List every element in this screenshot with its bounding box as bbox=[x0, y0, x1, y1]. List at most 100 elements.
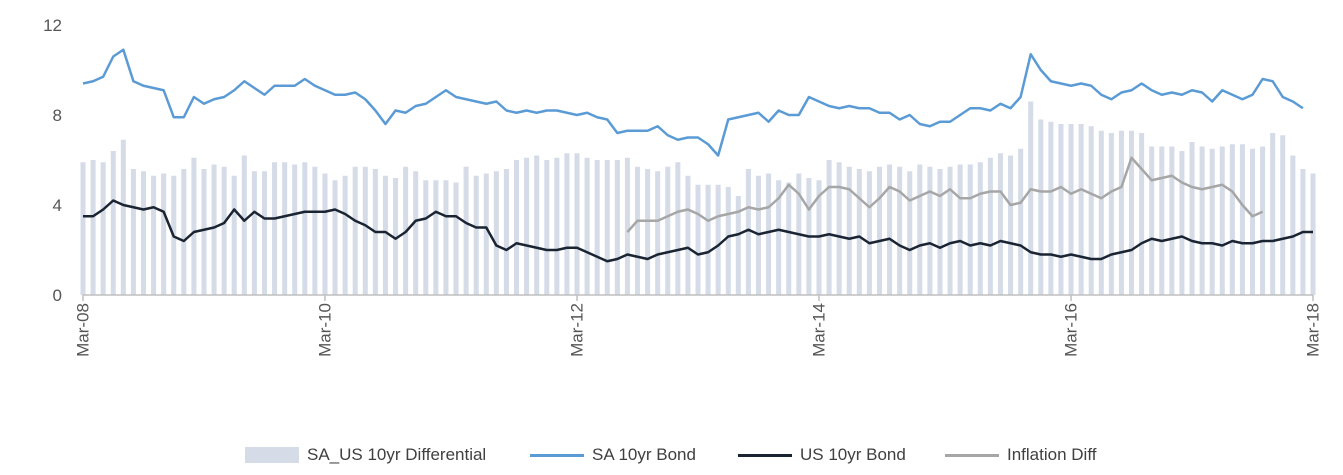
legend-label-inflation: Inflation Diff bbox=[1007, 445, 1097, 464]
y-tick-labels: 0 4 8 12 bbox=[43, 16, 62, 305]
bar-differential-100 bbox=[1088, 126, 1094, 295]
y-tick-label-0: 0 bbox=[53, 286, 62, 305]
bar-differential-101 bbox=[1098, 130, 1104, 295]
bar-differential-95 bbox=[1038, 119, 1044, 295]
bar-differential-114 bbox=[1229, 144, 1235, 295]
bar-differential-97 bbox=[1058, 124, 1064, 295]
legend-label-us-bond: US 10yr Bond bbox=[800, 445, 906, 464]
bar-differential-15 bbox=[231, 175, 237, 295]
bar-differential-42 bbox=[503, 169, 509, 295]
bar-differential-91 bbox=[997, 153, 1003, 295]
bar-differential-23 bbox=[312, 166, 318, 295]
bar-differential-81 bbox=[897, 166, 903, 295]
x-tick-label-4: Mar-16 bbox=[1062, 303, 1081, 357]
axis-layer bbox=[82, 294, 1314, 301]
bar-differential-47 bbox=[554, 157, 560, 295]
bar-differential-87 bbox=[957, 164, 963, 295]
bar-differential-19 bbox=[272, 162, 278, 295]
bar-differential-110 bbox=[1189, 142, 1195, 295]
bar-differential-65 bbox=[735, 196, 741, 295]
bar-differential-46 bbox=[544, 160, 550, 295]
legend-swatch-inflation bbox=[945, 453, 999, 457]
bar-differential-82 bbox=[907, 171, 913, 295]
bar-differential-54 bbox=[624, 157, 630, 295]
bar-differential-12 bbox=[201, 169, 207, 295]
bar-differential-103 bbox=[1118, 130, 1124, 295]
legend: SA_US 10yr Differential SA 10yr Bond US … bbox=[0, 440, 1343, 470]
bar-differential-66 bbox=[745, 169, 751, 295]
legend-swatch-sa-bond bbox=[530, 453, 584, 457]
bar-differential-96 bbox=[1048, 121, 1054, 295]
legend-item-us-bond: US 10yr Bond bbox=[738, 440, 906, 470]
bar-differential-118 bbox=[1270, 133, 1276, 295]
bar-differential-109 bbox=[1179, 151, 1185, 295]
x-tick-label-2: Mar-12 bbox=[568, 303, 587, 357]
bar-differential-92 bbox=[1008, 155, 1014, 295]
bar-differential-43 bbox=[514, 160, 520, 295]
bar-differential-39 bbox=[473, 175, 479, 295]
bar-differential-111 bbox=[1199, 146, 1205, 295]
bar-differential-22 bbox=[302, 162, 308, 295]
line-sa-bond bbox=[82, 48, 1304, 157]
bar-differential-83 bbox=[917, 164, 923, 295]
bar-differential-79 bbox=[876, 166, 882, 295]
bar-differential-55 bbox=[634, 166, 641, 295]
bar-differential-6 bbox=[140, 171, 147, 295]
bar-differential-115 bbox=[1239, 144, 1245, 295]
bar-differential-76 bbox=[846, 166, 852, 295]
bar-differential-112 bbox=[1209, 148, 1215, 295]
bar-differential-14 bbox=[221, 166, 227, 295]
bar-differential-5 bbox=[130, 169, 136, 295]
bar-differential-59 bbox=[675, 162, 681, 295]
bar-differential-85 bbox=[937, 169, 943, 295]
bar-differential-31 bbox=[393, 178, 399, 295]
bar-differential-48 bbox=[564, 153, 570, 295]
bar-differential-11 bbox=[191, 157, 197, 295]
bar-differential-93 bbox=[1018, 148, 1024, 295]
bar-differential-88 bbox=[967, 164, 973, 295]
legend-label-differential: SA_US 10yr Differential bbox=[307, 445, 487, 464]
bar-differential-84 bbox=[927, 166, 933, 295]
bar-differential-56 bbox=[645, 169, 651, 295]
y-tick-label-12: 12 bbox=[43, 16, 62, 35]
bar-differential-2 bbox=[100, 162, 106, 295]
x-tick-label-5: Mar-18 bbox=[1304, 303, 1323, 357]
bar-differential-28 bbox=[362, 166, 368, 295]
bar-differential-98 bbox=[1068, 124, 1074, 295]
bar-differential-4 bbox=[120, 139, 126, 295]
bar-differential-108 bbox=[1169, 146, 1175, 295]
bar-differential-35 bbox=[433, 180, 439, 295]
bar-differential-113 bbox=[1219, 146, 1225, 295]
bar-differential-77 bbox=[856, 169, 862, 295]
x-tick-label-1: Mar-10 bbox=[315, 303, 334, 357]
bar-differential-105 bbox=[1139, 133, 1145, 295]
bar-differential-75 bbox=[836, 162, 842, 295]
bar-differential-102 bbox=[1108, 133, 1114, 295]
bar-differential-0 bbox=[80, 162, 86, 295]
bar-differential-13 bbox=[211, 164, 217, 295]
bar-differential-80 bbox=[887, 164, 893, 295]
lines-layer bbox=[82, 48, 1313, 263]
bar-differential-10 bbox=[181, 169, 187, 295]
bar-differential-60 bbox=[685, 175, 691, 295]
bar-differential-63 bbox=[715, 184, 721, 295]
bar-differential-18 bbox=[261, 171, 267, 295]
bar-differential-119 bbox=[1280, 135, 1286, 295]
legend-label-sa-bond: SA 10yr Bond bbox=[592, 445, 696, 464]
bar-differential-64 bbox=[725, 187, 731, 295]
bar-differential-70 bbox=[786, 182, 792, 295]
bar-differential-37 bbox=[453, 182, 459, 295]
bar-differential-122 bbox=[1310, 173, 1316, 295]
bar-differential-107 bbox=[1159, 146, 1165, 295]
bar-differential-27 bbox=[352, 166, 358, 295]
bar-differential-53 bbox=[614, 160, 620, 295]
bar-differential-69 bbox=[776, 180, 782, 295]
bar-differential-116 bbox=[1249, 148, 1256, 295]
bar-differential-86 bbox=[947, 166, 953, 295]
bar-differential-50 bbox=[584, 157, 590, 295]
bar-differential-45 bbox=[534, 155, 540, 295]
legend-item-inflation: Inflation Diff bbox=[945, 440, 1096, 470]
bar-differential-57 bbox=[655, 171, 661, 295]
bar-differential-49 bbox=[574, 153, 580, 295]
